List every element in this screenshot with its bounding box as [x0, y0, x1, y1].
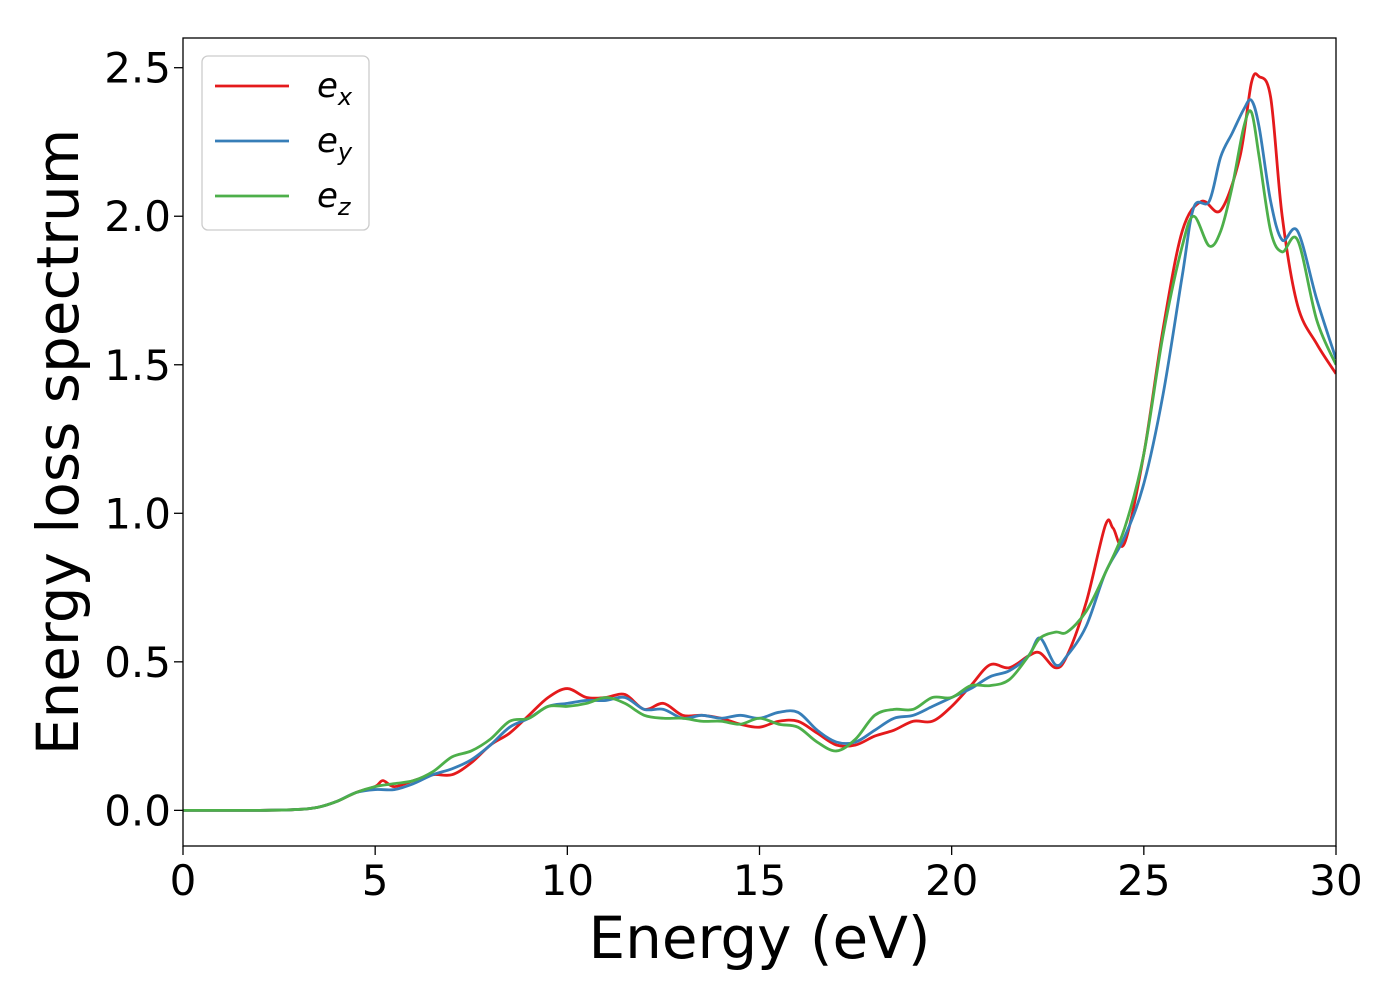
- x-axis-title: Energy (eV): [588, 904, 930, 972]
- x-tick-label: 20: [925, 856, 978, 905]
- x-tick-label: 5: [362, 856, 389, 905]
- y-axis: 0.0 0.5 1.0 1.5 2.0 2.5: [104, 44, 183, 835]
- series-line-ex: [183, 72, 1336, 812]
- y-tick-label: 0.0: [104, 786, 171, 835]
- x-tick-label: 0: [170, 856, 197, 905]
- legend-box: [201, 55, 370, 231]
- legend-label-ex: ex: [317, 66, 353, 111]
- series-line-ey: [183, 98, 1336, 812]
- x-tick-label: 10: [541, 856, 594, 905]
- y-tick-label: 0.5: [104, 638, 171, 687]
- series-layer: [183, 72, 1336, 812]
- x-tick-label: 30: [1309, 856, 1362, 905]
- y-axis-title: Energy loss spectrum: [24, 129, 92, 755]
- series-line-ez: [183, 109, 1336, 812]
- x-tick-label: 15: [733, 856, 786, 905]
- y-tick-label: 1.0: [104, 489, 171, 538]
- x-axis: 0 5 10 15 20 25 30: [170, 846, 1363, 905]
- y-tick-label: 2.5: [104, 44, 171, 93]
- y-tick-label: 2.0: [104, 192, 171, 241]
- x-tick-label: 25: [1117, 856, 1170, 905]
- legend-label-ey: ey: [317, 121, 353, 166]
- y-tick-label: 1.5: [104, 341, 171, 390]
- legend: ex ey ez: [201, 55, 370, 231]
- legend-label-ez: ez: [317, 176, 352, 221]
